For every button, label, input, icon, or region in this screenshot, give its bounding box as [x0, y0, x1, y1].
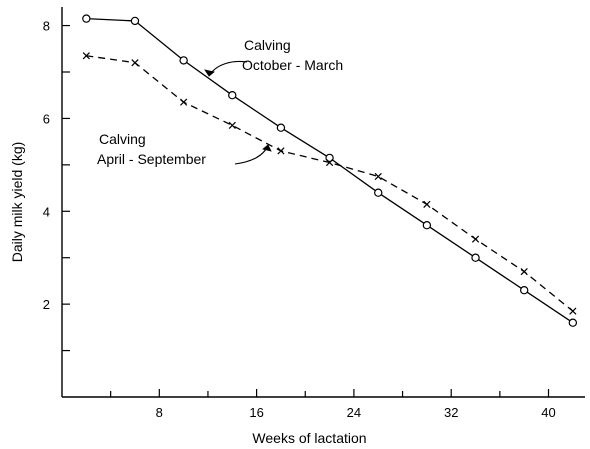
data-point	[228, 121, 236, 130]
annotation-text: April - September	[97, 151, 206, 167]
arrowhead	[262, 144, 272, 152]
x-tick-label: 8	[156, 405, 163, 420]
data-point	[131, 59, 139, 67]
ticks	[62, 24, 550, 397]
data-point	[471, 253, 480, 262]
annotation-text: Calving	[99, 131, 146, 147]
data-point	[520, 268, 528, 276]
data-point	[569, 307, 577, 315]
data-point	[276, 123, 286, 132]
data-point	[180, 98, 188, 106]
y-tick-label: 4	[43, 204, 50, 219]
annotations: Calving October - March Calving April - Sep…	[97, 37, 343, 167]
y-tick-label: 6	[43, 111, 50, 126]
data-point	[325, 158, 334, 167]
data-point	[471, 235, 480, 243]
data-point	[82, 14, 91, 23]
annotation-1: Calving October - March	[204, 37, 343, 77]
data-point	[179, 56, 188, 65]
series-1	[82, 14, 578, 327]
x-tick-label: 40	[541, 405, 555, 420]
series-layer	[82, 14, 578, 327]
data-point	[82, 52, 90, 60]
series-2	[82, 52, 577, 315]
series-line	[86, 55, 574, 312]
data-point	[568, 318, 578, 327]
annotation-2: Calving April - September	[97, 131, 272, 167]
annotation-text: October - March	[242, 57, 343, 73]
x-tick-label: 16	[249, 405, 263, 420]
x-axis-title: Weeks of lactation	[252, 430, 366, 446]
data-point	[374, 172, 382, 181]
x-tick-label: 24	[347, 405, 361, 420]
data-point	[228, 91, 237, 100]
data-point	[519, 286, 529, 295]
data-point	[422, 221, 432, 230]
data-point	[325, 153, 334, 163]
y-tick-label: 2	[43, 297, 50, 312]
y-tick-label: 8	[43, 19, 50, 34]
data-point	[423, 200, 431, 208]
data-point	[374, 188, 383, 197]
y-axis-title: Daily milk yield (kg)	[9, 142, 25, 263]
annotation-arrow	[234, 144, 269, 165]
annotation-text: Calving	[244, 37, 291, 53]
x-tick-label: 32	[444, 405, 458, 420]
data-point	[277, 147, 285, 155]
arrowhead	[204, 69, 215, 77]
data-point	[130, 16, 140, 26]
